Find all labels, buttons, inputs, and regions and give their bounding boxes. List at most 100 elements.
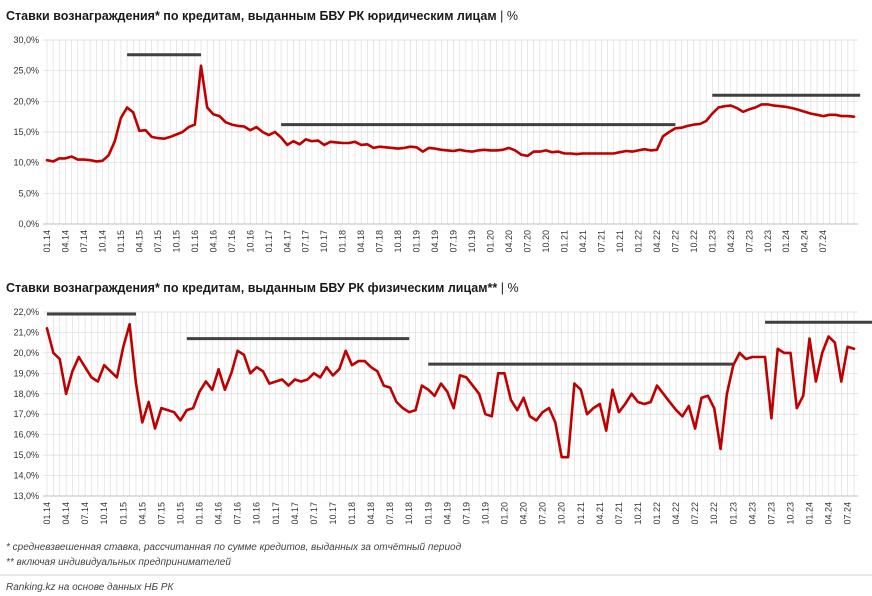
x-tick-label: 04.21: [595, 502, 605, 525]
data-point: [585, 413, 589, 416]
x-tick-label: 10.21: [633, 502, 643, 525]
data-point: [335, 141, 338, 144]
y-tick-label: 15,0%: [13, 127, 39, 137]
x-tick-label: 10.23: [763, 230, 773, 253]
data-point: [366, 143, 369, 146]
data-point: [433, 147, 437, 150]
data-point: [643, 147, 646, 151]
data-point: [138, 129, 141, 132]
x-tick-label: 04.21: [578, 230, 588, 253]
data-point: [686, 124, 689, 128]
data-point: [125, 106, 129, 109]
data-point: [369, 366, 373, 369]
data-point: [484, 413, 487, 416]
data-point: [396, 147, 400, 150]
data-point: [122, 345, 125, 348]
data-point: [606, 152, 609, 155]
x-tick-label: 01.21: [576, 502, 586, 525]
data-point: [821, 351, 824, 355]
x-tick-label: 10.16: [245, 230, 255, 253]
data-point: [763, 355, 767, 359]
data-point: [554, 421, 557, 424]
data-point: [306, 378, 309, 381]
y-tick-label: 17,0%: [13, 409, 39, 419]
data-point: [681, 415, 684, 418]
data-point: [692, 123, 696, 126]
data-point: [803, 110, 806, 113]
x-tick-label: 01.19: [412, 230, 422, 253]
x-tick-label: 07.17: [309, 502, 319, 525]
data-point: [801, 394, 805, 398]
data-point: [88, 159, 92, 162]
data-point: [403, 146, 406, 150]
x-tick-label: 07.14: [80, 502, 90, 525]
data-point: [741, 110, 745, 113]
x-tick-label: 04.24: [800, 230, 810, 253]
x-tick-label: 04.18: [366, 502, 376, 525]
data-point: [211, 388, 214, 391]
x-tick-label: 07.20: [523, 230, 533, 253]
data-point: [704, 119, 708, 123]
data-point: [649, 149, 652, 152]
x-tick-label: 01.19: [423, 502, 433, 525]
data-point: [846, 345, 849, 348]
data-point: [624, 402, 627, 406]
data-point: [304, 138, 307, 141]
x-tick-label: 07.22: [690, 502, 700, 525]
data-point: [547, 406, 551, 410]
data-point: [477, 392, 481, 395]
data-point: [566, 455, 570, 459]
corporate-rates-chart: Ставки вознаграждения* по кредитам, выда…: [6, 9, 861, 253]
x-tick-label: 10.14: [97, 230, 107, 253]
data-point: [198, 390, 201, 393]
data-point: [390, 146, 394, 150]
y-tick-label: 0,0%: [18, 219, 39, 229]
data-point: [828, 113, 831, 117]
data-point: [134, 382, 138, 385]
x-tick-label: 04.17: [282, 230, 292, 253]
data-point: [316, 139, 320, 142]
data-point: [128, 323, 131, 326]
data-point: [388, 386, 392, 389]
data-point: [471, 384, 474, 387]
data-point: [230, 123, 234, 126]
data-point: [573, 382, 576, 385]
data-point: [255, 366, 258, 369]
data-point: [470, 150, 474, 153]
x-tick-label: 04.16: [214, 502, 224, 525]
data-point: [814, 380, 818, 383]
data-point: [778, 105, 782, 108]
data-point: [45, 327, 49, 330]
data-point: [655, 148, 659, 151]
data-point: [217, 368, 220, 371]
x-tick-label: 10.18: [393, 230, 403, 253]
data-point: [205, 106, 209, 109]
data-point: [757, 355, 760, 359]
x-tick-label: 04.23: [747, 502, 757, 525]
data-point: [169, 135, 172, 139]
data-point: [507, 146, 511, 150]
data-point: [797, 108, 800, 112]
x-tick-label: 07.18: [375, 230, 385, 253]
x-tick-label: 10.17: [328, 502, 338, 525]
data-point: [795, 406, 799, 410]
data-point: [713, 406, 716, 410]
x-tick-label: 10.17: [319, 230, 329, 253]
data-point: [661, 135, 665, 138]
data-point: [833, 341, 837, 344]
data-point: [287, 384, 290, 387]
data-point: [735, 106, 739, 110]
data-point: [401, 406, 405, 410]
series-line: [45, 322, 856, 459]
data-point: [407, 410, 411, 414]
x-tick-label: 10.20: [541, 230, 551, 253]
y-tick-label: 16,0%: [13, 430, 39, 440]
data-point: [187, 125, 190, 129]
data-point: [575, 152, 578, 156]
data-point: [766, 103, 769, 106]
x-tick-label: 07.24: [818, 230, 828, 253]
data-point: [465, 376, 468, 379]
data-point: [90, 376, 93, 379]
data-point: [538, 150, 542, 153]
chart1-x-axis: 01.14 04.14 07.14 10.14 01.15 04.15 07.15 10.15…: [42, 230, 828, 253]
